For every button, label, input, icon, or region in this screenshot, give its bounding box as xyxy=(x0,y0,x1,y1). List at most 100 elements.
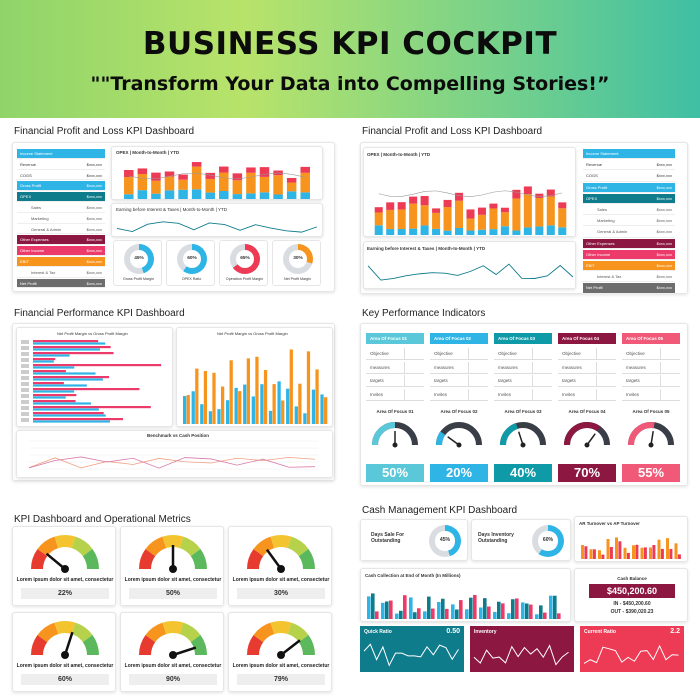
opex-bar-segment xyxy=(232,173,243,181)
ops-gauge-card: Lorem ipsum dolor sit amet, consectetur 5… xyxy=(120,526,224,606)
kpi-row-divider xyxy=(596,388,597,401)
kpi-row: Invites xyxy=(558,388,616,401)
kpi-gauge xyxy=(564,422,610,448)
opex-bar-segment xyxy=(300,166,310,173)
opex-chart-title-large: OPEX | Month-to-Month | YTD xyxy=(367,152,431,157)
statement-row-label: Other Expenses xyxy=(586,240,615,246)
statement-row-value: $xxx,xxx xyxy=(86,237,102,243)
ops-gauge-segment xyxy=(139,635,156,656)
collection-bar xyxy=(381,602,385,619)
kpi-row-label: measures xyxy=(562,364,582,370)
ops-gauge xyxy=(139,535,207,573)
cash-title: Cash Management KPI Dashboard xyxy=(362,505,518,516)
vbar-gross xyxy=(203,371,208,424)
fp-vbar-title: Net Profit Margin vs Gross Profit Margin xyxy=(217,331,288,336)
statement-row-value: $xxx,xxx xyxy=(86,194,102,200)
hbar-net xyxy=(33,420,110,423)
opex-bar-segment xyxy=(500,226,509,235)
opex-bar-segment xyxy=(124,177,134,195)
dso-ring-chart-value: 45% xyxy=(435,531,455,551)
opex-bar-segment xyxy=(178,174,188,180)
statement-row: Interest & Tax $xxx,xxx xyxy=(583,272,675,283)
ops-gauge-value: 30% xyxy=(237,588,325,599)
kpi-area-header: Area Of Focus 02 xyxy=(430,333,488,344)
opex-chart-large xyxy=(374,186,567,235)
opex-bar-segment xyxy=(137,174,148,191)
collection-bar xyxy=(515,598,519,619)
statement-row-label: Net Profit xyxy=(20,280,37,286)
statement-row-value: $xxx,xxx xyxy=(86,161,102,167)
vbar-gross xyxy=(238,391,242,424)
opex-ratio-line xyxy=(378,190,563,198)
opex-bar-segment xyxy=(164,171,175,177)
opex-bar-segment xyxy=(191,166,202,190)
ap-bar xyxy=(609,547,613,559)
kpi-row-label: measures xyxy=(498,364,518,370)
opex-bar-segment xyxy=(151,193,161,199)
collection-bar xyxy=(399,610,403,619)
ar-bar xyxy=(589,549,593,559)
vbar-net xyxy=(311,389,316,424)
opex-bar-segment xyxy=(273,175,283,195)
opex-bar-segment xyxy=(455,200,464,228)
ops-gauge-segment xyxy=(71,622,93,643)
statement-row-value: $xxx,xxx xyxy=(86,280,102,286)
hero-title: BUSINESS KPI COCKPIT xyxy=(142,26,558,62)
opex-bar-segment xyxy=(489,229,498,235)
collection-bar xyxy=(403,595,407,619)
opex-bar-segment xyxy=(386,229,395,235)
opex-bar-segment xyxy=(455,227,464,235)
hbar-tick xyxy=(21,406,29,410)
income-statement-table: Income Statement Revenue $xxx,xxx COGS $xxx,… xyxy=(17,149,105,289)
hbar-gross xyxy=(33,346,111,349)
margin-ring-label: OPEX Ratio xyxy=(181,277,202,281)
ops-gauge-segment xyxy=(253,622,275,643)
sparkline xyxy=(583,644,679,664)
opex-bar-segment xyxy=(443,230,452,235)
dio-label: Days Inventory Outstanding xyxy=(478,532,514,544)
collection-bar xyxy=(409,597,413,619)
kpi-gauge-label: Area Of Focus 02 xyxy=(440,409,478,414)
opex-bar-segment xyxy=(151,172,161,181)
statement-row: Other Expenses $xxx,xxx xyxy=(583,238,675,249)
statement-row-label: Interest & Tax xyxy=(31,269,56,275)
margin-ring-card: 45% Gross Profit Margin xyxy=(113,240,162,286)
ops-gauge-caption: Lorem ipsum dolor sit amet, consectetur xyxy=(124,577,222,583)
statement-row: Income Statement xyxy=(17,149,105,159)
ratio-tile-value: 0.50 xyxy=(446,628,460,635)
collection-bar xyxy=(385,601,389,619)
opex-bar-segment xyxy=(259,192,270,199)
ap-bar xyxy=(660,548,664,559)
opex-bar-segment xyxy=(512,230,521,235)
opex-bar-segment xyxy=(219,166,229,173)
hbar-gross xyxy=(33,340,99,343)
opex-bar-segment xyxy=(259,176,270,193)
vbar-gross xyxy=(246,358,250,424)
opex-bar-segment xyxy=(137,190,148,199)
statement-row: EBIT $xxx,xxx xyxy=(583,261,675,272)
dso-card: Days Sale For Outstanding 45% xyxy=(360,519,468,561)
statement-row: Marketing $xxx,xxx xyxy=(17,213,105,224)
balance-in: IN - $450,200.60 xyxy=(613,601,651,607)
opex-bar-segment xyxy=(558,202,567,209)
vbar-gross xyxy=(220,386,225,424)
statement-row: Net Profit $xxx,xxx xyxy=(17,278,105,289)
ops-gauge xyxy=(247,535,315,573)
balance-title: Cash Balance xyxy=(617,576,647,581)
margin-ring-value: 65% xyxy=(236,250,254,268)
hbar-net xyxy=(33,408,99,411)
kpi-row: targets xyxy=(366,375,424,387)
fp-title: Financial Performance KPI Dashboard xyxy=(14,308,185,319)
ops-gauge-segment xyxy=(247,635,264,656)
ops-gauge-caption: Lorem ipsum dolor sit amet, consectetur xyxy=(124,663,222,669)
margin-ring-label: Operation Profit Margin xyxy=(225,277,264,281)
opex-bar-segment xyxy=(558,208,567,228)
dio-ring-chart-value: 60% xyxy=(538,531,558,551)
pl-right-panel: OPEX | Month-to-Month | YTD Earning befo… xyxy=(360,142,688,294)
opex-chart-card: OPEX | Month-to-Month | YTD xyxy=(111,146,323,200)
hbar-net xyxy=(33,372,96,375)
fp-hbar-chart xyxy=(21,340,162,423)
kpi-row: Objective xyxy=(430,348,488,360)
kpi-row-label: targets xyxy=(562,378,576,383)
statement-row-value: $xxx,xxx xyxy=(656,195,672,201)
